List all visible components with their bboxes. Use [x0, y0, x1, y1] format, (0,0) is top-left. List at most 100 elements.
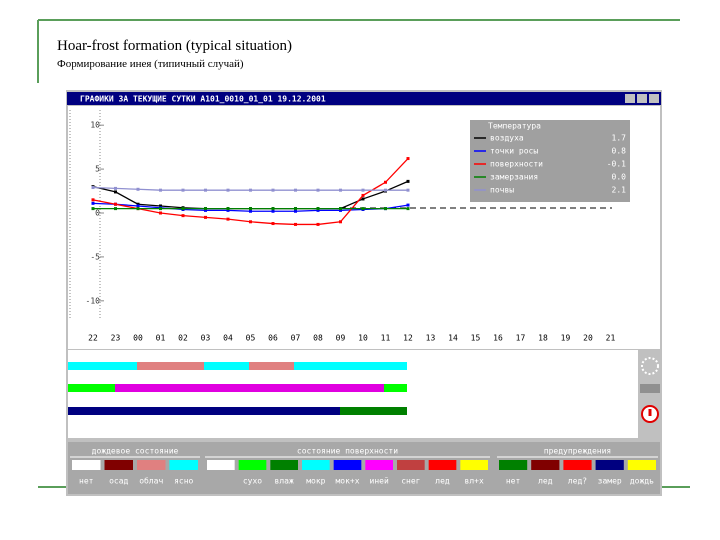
point: [316, 207, 320, 211]
point: [249, 207, 252, 211]
status-segment: [68, 362, 137, 370]
point: [294, 222, 297, 226]
y-tick-label: 0: [95, 209, 100, 218]
legend-value: -0.1: [607, 160, 626, 169]
point: [181, 207, 185, 211]
x-tick-label: 08: [313, 334, 323, 343]
legend-swatch: [365, 460, 393, 470]
legend-group-title: состояние поверхности: [297, 447, 398, 456]
point: [339, 208, 342, 212]
legend-swatch: [169, 460, 198, 470]
point: [406, 203, 410, 207]
point: [406, 179, 410, 183]
legend-label: почвы: [490, 186, 514, 195]
legend-label: замер: [598, 477, 622, 486]
point: [406, 207, 410, 211]
status-segment: [137, 362, 204, 370]
legend-group-title: предупреждения: [544, 447, 611, 456]
point: [406, 157, 410, 161]
maximize-button[interactable]: [637, 94, 647, 103]
legend-swatch: [333, 460, 362, 470]
legend-swatch: [207, 460, 235, 470]
x-tick-label: 00: [133, 334, 143, 343]
legend-label: лед?: [568, 477, 587, 486]
status-segment: [384, 384, 407, 392]
point: [181, 188, 185, 192]
legend-label: нет: [506, 477, 521, 486]
x-tick-label: 01: [156, 334, 166, 343]
point: [316, 222, 320, 226]
point: [136, 204, 140, 208]
point: [136, 187, 140, 191]
legend-swatch: [627, 460, 656, 470]
point: [204, 208, 207, 212]
minimize-button[interactable]: [625, 94, 635, 103]
x-tick-label: 11: [381, 334, 391, 343]
point: [91, 186, 95, 190]
status-icon[interactable]: [640, 384, 660, 393]
point: [159, 188, 162, 192]
point: [204, 215, 207, 219]
legend-panel: [68, 442, 660, 494]
point: [91, 207, 95, 211]
point: [294, 188, 297, 192]
x-tick-label: 23: [111, 334, 121, 343]
y-tick-label: 5: [95, 165, 100, 174]
point: [114, 207, 117, 211]
point: [271, 209, 275, 213]
legend-label: нет: [79, 477, 94, 486]
point: [294, 209, 297, 213]
snow-icon[interactable]: [641, 357, 659, 375]
x-tick-label: 19: [561, 334, 571, 343]
legend-label: воздуха: [490, 134, 524, 143]
legend-value: 0.8: [612, 147, 627, 156]
point: [181, 214, 185, 218]
x-tick-label: 20: [583, 334, 593, 343]
x-tick-label: 07: [291, 334, 301, 343]
point: [204, 207, 207, 211]
point: [316, 208, 320, 212]
x-tick-label: 04: [223, 334, 233, 343]
legend-value: 1.7: [612, 134, 627, 143]
legend-swatch: [563, 460, 592, 470]
legend-label: ясно: [174, 477, 193, 486]
point: [406, 188, 410, 192]
x-tick-label: 22: [88, 334, 98, 343]
x-tick-label: 17: [516, 334, 526, 343]
x-tick-label: 05: [246, 334, 256, 343]
point: [361, 188, 365, 192]
point: [114, 202, 117, 206]
status-segment: [204, 362, 249, 370]
legend-label: мок+х: [335, 477, 359, 486]
warning-icon-mark: [648, 409, 652, 416]
x-tick-label: 15: [471, 334, 481, 343]
legend-swatch: [531, 460, 560, 470]
legend-label: точки росы: [490, 147, 538, 156]
legend-label: осад: [109, 477, 128, 486]
y-tick-label: -5: [90, 252, 100, 261]
legend-label: лед: [435, 477, 450, 486]
legend-value: 2.1: [612, 186, 627, 195]
point: [91, 201, 95, 205]
x-tick-label: 18: [538, 334, 548, 343]
point: [361, 197, 365, 201]
point: [114, 186, 117, 190]
legend-label: влаж: [275, 477, 294, 486]
x-tick-label: 03: [201, 334, 211, 343]
close-button[interactable]: [649, 94, 659, 103]
point: [114, 190, 117, 194]
title-bar: [67, 92, 661, 105]
legend-swatch: [270, 460, 298, 470]
legend-swatch: [238, 460, 267, 470]
legend-label: облач: [139, 476, 163, 486]
status-segment: [340, 407, 407, 415]
status-segment: [115, 384, 384, 392]
legend-value: 0.0: [612, 173, 627, 182]
legend-swatch: [302, 460, 330, 470]
x-tick-label: 16: [493, 334, 503, 343]
slide-subtitle: Формирование инея (типичный случай): [57, 58, 244, 70]
y-tick-label: -10: [86, 296, 101, 305]
legend-title: Температура: [488, 122, 541, 131]
legend-swatch: [499, 460, 528, 470]
